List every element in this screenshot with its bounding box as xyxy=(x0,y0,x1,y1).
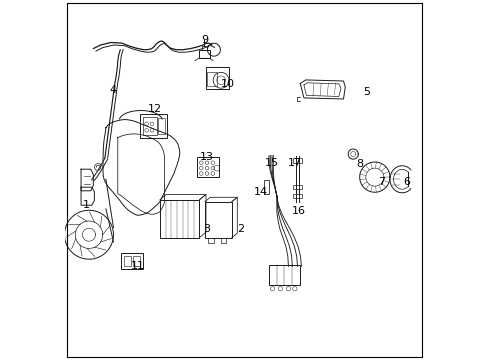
Text: 10: 10 xyxy=(221,78,235,89)
Text: 2: 2 xyxy=(237,224,244,234)
Bar xyxy=(199,50,209,58)
Text: 13: 13 xyxy=(199,152,213,162)
Bar xyxy=(292,158,301,163)
Text: 15: 15 xyxy=(264,158,278,168)
Bar xyxy=(201,46,206,50)
Text: 12: 12 xyxy=(147,104,161,114)
Bar xyxy=(124,256,131,266)
Text: 17: 17 xyxy=(287,158,302,168)
Text: 8: 8 xyxy=(355,159,363,169)
Bar xyxy=(205,67,229,89)
Text: 16: 16 xyxy=(291,206,305,216)
Text: 1: 1 xyxy=(82,200,89,210)
Bar xyxy=(160,200,199,238)
Bar xyxy=(292,185,301,189)
Bar xyxy=(292,194,301,198)
Text: 5: 5 xyxy=(363,87,369,97)
Bar xyxy=(133,256,140,266)
Bar xyxy=(264,180,268,194)
Bar xyxy=(204,202,231,238)
Text: 14: 14 xyxy=(253,186,267,197)
Bar xyxy=(121,253,142,269)
Bar xyxy=(206,72,216,86)
Text: 9: 9 xyxy=(201,35,208,45)
Text: 7: 7 xyxy=(377,177,384,187)
Text: 3: 3 xyxy=(203,224,210,234)
Text: 11: 11 xyxy=(131,261,145,271)
Bar xyxy=(142,117,156,135)
Bar xyxy=(140,114,167,138)
Text: 4: 4 xyxy=(109,85,117,95)
Bar xyxy=(197,157,219,177)
Bar xyxy=(268,265,299,285)
Text: 6: 6 xyxy=(402,177,409,187)
Bar xyxy=(158,118,164,134)
